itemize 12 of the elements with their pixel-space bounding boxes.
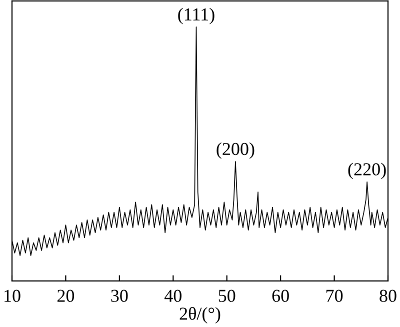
x-axis-title: 2θ/(°) — [180, 306, 220, 324]
annotation: (200) — [216, 142, 254, 159]
x-tick-label: 10 — [4, 290, 20, 302]
x-tick-label: 20 — [57, 290, 74, 302]
x-tick-label: 70 — [326, 290, 343, 302]
x-tick-label: 60 — [272, 290, 289, 302]
x-tick-label: 50 — [218, 290, 236, 302]
x-tick-label: 40 — [164, 290, 182, 302]
x-tick-label: 80 — [380, 290, 396, 302]
x-tick-label: 30 — [111, 290, 128, 302]
annotation: (220) — [348, 162, 386, 180]
annotation: (111) — [178, 8, 214, 24]
